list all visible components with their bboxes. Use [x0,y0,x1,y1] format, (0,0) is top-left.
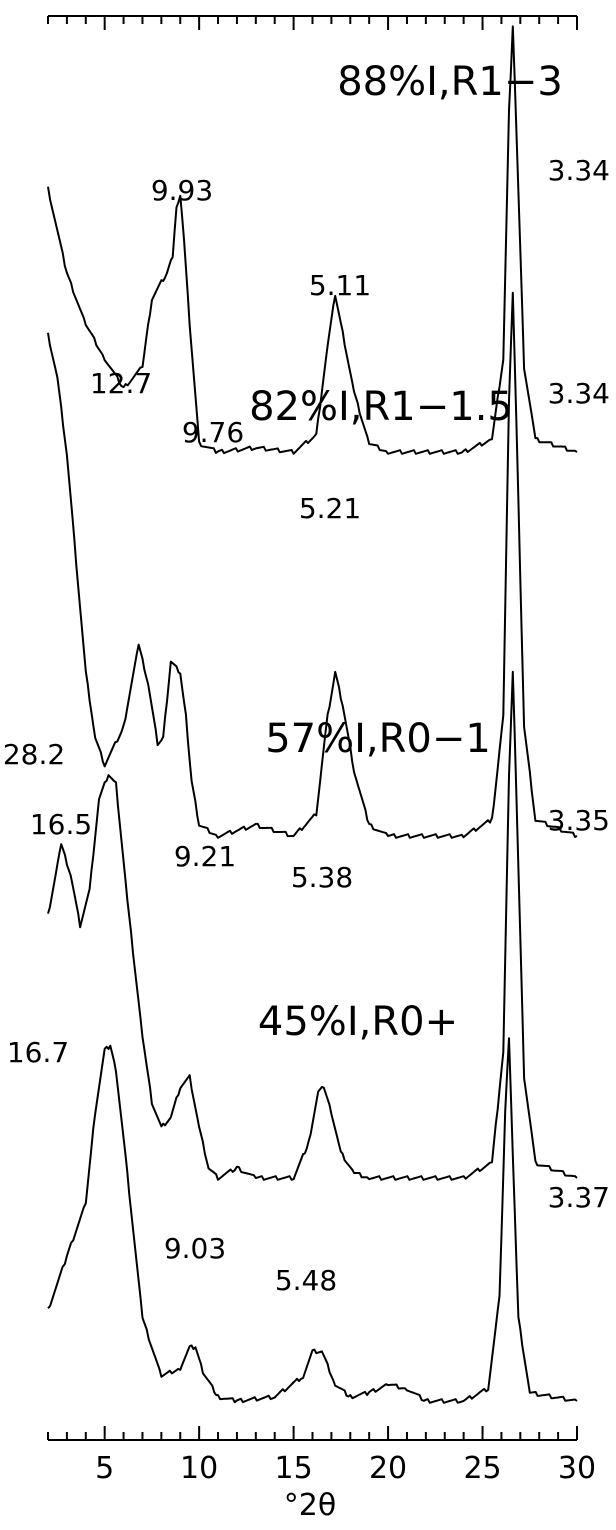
peak-label: 12.7 [90,367,152,400]
peak-label: 5.11 [309,269,371,302]
peak-label: 28.2 [3,738,65,771]
x-tick-label: 15 [275,1451,313,1486]
peak-labels: 88%I,R1−3 9.93 5.11 3.34 82%I,R1−1.5 12.7 9.76… [3,59,610,1297]
peak-label: 5.21 [299,492,361,525]
xrd-trace-3 [47,670,578,1181]
peak-label: 5.38 [291,861,353,894]
x-tick-label: 20 [369,1451,407,1486]
xrd-trace-2 [47,291,578,839]
peak-label: 3.34 [548,154,610,187]
peak-label: 3.35 [548,804,610,837]
xrd-trace-1 [47,25,578,455]
top-axis [47,15,578,30]
x-tick-label: 30 [558,1451,596,1486]
x-tick-label: 25 [463,1451,501,1486]
sample-title-2: 82%I,R1−1.5 [249,384,513,430]
peak-label: 16.5 [30,808,92,841]
peak-label: 9.76 [182,416,244,449]
sample-title-4: 45%I,R0+ [258,999,458,1045]
bottom-axis: 5 10 15 20 25 30 [47,1426,596,1486]
peak-label: 5.48 [275,1264,337,1297]
xrd-trace-4 [47,1037,578,1404]
peak-label: 3.34 [548,377,610,410]
peak-label: 3.37 [548,1181,610,1214]
sample-title-1: 88%I,R1−3 [337,59,563,105]
peak-label: 9.93 [151,174,213,207]
peak-label: 9.03 [164,1232,226,1265]
sample-title-3: 57%I,R0−1 [265,716,491,762]
xrd-traces [47,25,578,1404]
x-tick-label: 10 [180,1451,218,1486]
x-axis-title: °2θ [284,1488,336,1523]
peak-label: 9.21 [174,840,236,873]
x-tick-label: 5 [95,1451,114,1486]
peak-label: 16.7 [7,1036,69,1069]
